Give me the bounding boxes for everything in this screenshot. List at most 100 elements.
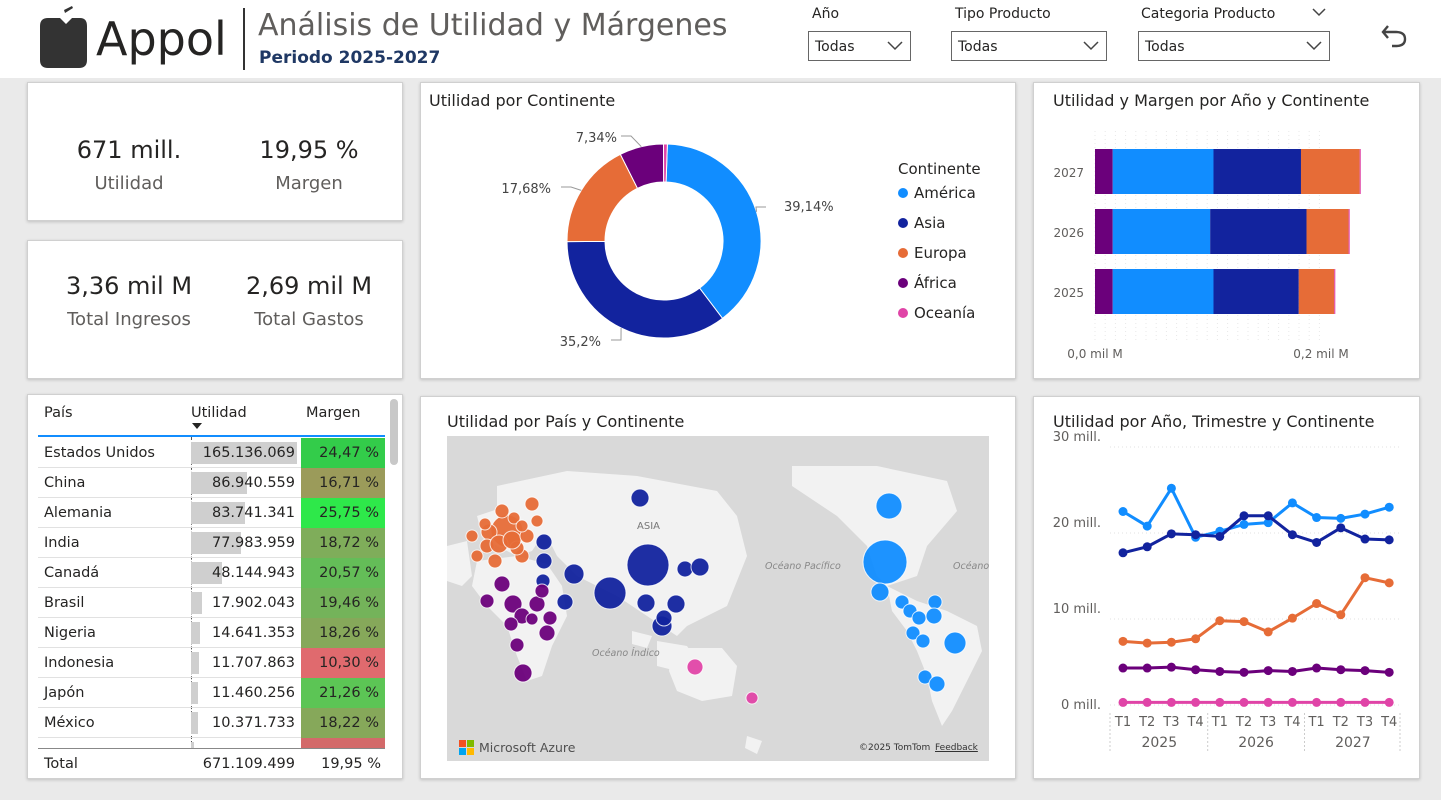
- table-row[interactable]: Canadá 48.144.943 20,57 %: [38, 558, 385, 588]
- map-bubble: [655, 609, 673, 627]
- stacked-bar-chart[interactable]: 2027 2026 2025 0,0 mil M 0,2 mil M: [1034, 83, 1421, 380]
- bar-segment-américa-2027: [1112, 149, 1214, 194]
- map-title: Utilidad por País y Continente: [447, 412, 685, 431]
- legend-item[interactable]: América: [898, 184, 976, 202]
- bar-segment-áfrica-2025: [1095, 269, 1113, 314]
- line-point: [1263, 518, 1273, 528]
- legend-label: Asia: [914, 214, 946, 232]
- table-row[interactable]: Alemania 83.741.341 25,75 %: [38, 498, 385, 528]
- microsoft-azure-logo-icon: [459, 740, 475, 760]
- table-row[interactable]: India 77.983.959 18,72 %: [38, 528, 385, 558]
- line-point: [1215, 616, 1225, 626]
- line-point: [1239, 519, 1249, 529]
- bar-segment-oceanía-2026: [1348, 209, 1350, 254]
- cell-margen: 16,71 %: [301, 468, 385, 498]
- line-chart[interactable]: 30 mill. 20 mill. 10 mill. 0 mill. T1 T2 T3 T4 T…: [1034, 397, 1421, 780]
- back-arrow-icon[interactable]: [1380, 22, 1408, 48]
- line-point: [1336, 513, 1346, 523]
- line-point: [1312, 663, 1322, 673]
- map-bubble: [503, 616, 519, 632]
- stacked-bar-card: Utilidad y Margen por Año y Continente 2…: [1033, 82, 1420, 379]
- x-tick-label: T4: [1186, 715, 1203, 730]
- table-row[interactable]: México 10.371.733 18,22 %: [38, 708, 385, 738]
- line-point: [1287, 530, 1297, 540]
- bar-segment-asia-2027: [1213, 149, 1301, 194]
- map-label-indico: Océano Índico: [592, 647, 660, 659]
- utilidad-data-bar: [191, 472, 247, 494]
- line-point: [1166, 529, 1176, 539]
- map-bubble: [542, 610, 558, 626]
- table-row[interactable]: Nigeria 14.641.353 18,26 %: [38, 618, 385, 648]
- line-point: [1287, 498, 1297, 508]
- line-point: [1191, 634, 1201, 644]
- map-bubble: [870, 582, 890, 602]
- line-point: [1263, 697, 1273, 707]
- slicer-type-dropdown[interactable]: Todas: [951, 31, 1107, 61]
- map-bubble: [502, 530, 522, 550]
- map-bubble: [943, 631, 967, 655]
- line-point: [1191, 697, 1201, 707]
- line-point: [1360, 697, 1370, 707]
- legend-dot-icon: [898, 278, 908, 288]
- map-label-atlantico: Océano Atlántico: [953, 561, 989, 572]
- slicer-year-dropdown[interactable]: Todas: [808, 31, 911, 61]
- map-bubble: [630, 488, 650, 508]
- map-feedback-link[interactable]: Feedback: [935, 743, 978, 753]
- line-point: [1166, 662, 1176, 672]
- donut-slice-asia: [566, 240, 724, 339]
- map-bubble: [515, 519, 529, 533]
- map-bubble: [487, 553, 503, 569]
- utilidad-data-bar: [191, 712, 198, 734]
- table-scrollbar[interactable]: [390, 399, 398, 465]
- table-row[interactable]: Brasil 17.902.043 19,46 %: [38, 588, 385, 618]
- table-row[interactable]: Japón 11.460.256 21,26 %: [38, 678, 385, 708]
- line-point: [1312, 697, 1322, 707]
- slicer-category-collapse-icon[interactable]: [1311, 5, 1327, 19]
- stacked-bar-title: Utilidad y Margen por Año y Continente: [1053, 91, 1370, 110]
- bar-segment-asia-2026: [1210, 209, 1307, 254]
- line-point: [1360, 509, 1370, 519]
- cell-utilidad: 10.371.733: [191, 708, 301, 738]
- kpi-gastos-value: 2,69 mil M: [245, 272, 373, 300]
- legend-label: Oceanía: [914, 304, 976, 322]
- header-underline: [38, 435, 385, 437]
- table-header-pais[interactable]: País: [44, 405, 73, 421]
- line-point: [1239, 617, 1249, 627]
- table-row[interactable]: China 86.940.559 16,71 %: [38, 468, 385, 498]
- legend-item[interactable]: Oceanía: [898, 304, 975, 322]
- map-bubble: [556, 593, 574, 611]
- line-point: [1360, 534, 1370, 544]
- line-point: [1166, 637, 1176, 647]
- legend-label: África: [914, 274, 957, 292]
- cell-utilidad: 48.144.943: [191, 558, 301, 588]
- legend-item[interactable]: Europa: [898, 244, 967, 262]
- map-bubble: [626, 543, 670, 587]
- donut-slice-oceanía: [662, 143, 668, 183]
- legend-item[interactable]: África: [898, 274, 957, 292]
- legend-dot-icon: [898, 308, 908, 318]
- map-bubble: [915, 633, 931, 649]
- donut-leader-line: [561, 186, 582, 191]
- map-bubble: [465, 529, 479, 543]
- line-point: [1336, 610, 1346, 620]
- utilidad-value: 86.940.559: [211, 475, 295, 491]
- table-header-utilidad[interactable]: Utilidad: [191, 405, 247, 421]
- donut-chart[interactable]: 39,14% 35,2% 17,68% 7,34%: [421, 83, 1017, 380]
- table-header-margen[interactable]: Margen: [306, 405, 361, 421]
- map-bubble: [905, 625, 921, 641]
- table-row[interactable]: Estados Unidos 165.136.069 24,47 %: [38, 438, 385, 468]
- donut-legend-title: Continente: [898, 160, 981, 178]
- x-tick-label: T2: [1138, 715, 1155, 730]
- map-bubble: [535, 552, 553, 570]
- legend-item[interactable]: Asia: [898, 214, 945, 232]
- table-row[interactable]: Indonesia 11.707.863 10,30 %: [38, 648, 385, 678]
- utilidad-value: 14.641.353: [211, 625, 295, 641]
- map-bubble: [503, 594, 523, 614]
- map-bubble: [676, 560, 694, 578]
- bubble-map[interactable]: ASIA Océano Pacífico Océano Índico Océan…: [447, 436, 989, 761]
- line-point: [1191, 665, 1201, 675]
- donut-slice-américa: [665, 143, 762, 320]
- slicer-category-dropdown[interactable]: Todas: [1138, 31, 1330, 61]
- map-bubbles: [465, 488, 967, 705]
- x-tick-label: 0,0 mil M: [1067, 347, 1122, 361]
